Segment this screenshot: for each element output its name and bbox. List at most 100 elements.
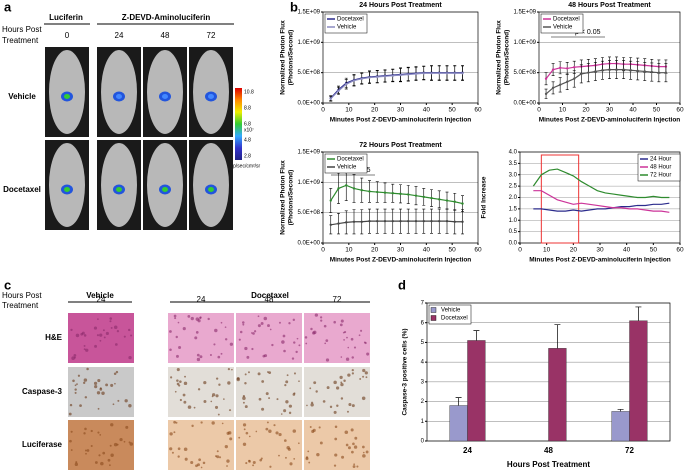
cell (182, 327, 186, 331)
y-tick-label: 1.0E+09 (513, 40, 536, 46)
cell (227, 367, 231, 371)
histology-image (236, 420, 302, 470)
cell (175, 354, 179, 358)
y-tick-label: 2.0 (509, 195, 518, 201)
data-point (414, 219, 418, 223)
legend-label: 48 Hour (650, 165, 671, 171)
y-axis-label: Normalized Photon Flux (280, 20, 287, 95)
cell (84, 427, 87, 431)
cell (125, 425, 129, 429)
cell (212, 393, 216, 397)
y-axis-label: (Photons/Second) (504, 30, 511, 86)
y-tick-label: 0.5 (509, 229, 518, 235)
data-line (330, 184, 463, 205)
cell (72, 379, 75, 383)
data-point (445, 72, 449, 75)
histology-image (304, 420, 370, 470)
y-tick-label: 4 (421, 360, 425, 366)
cell (346, 410, 349, 413)
cell (242, 401, 245, 404)
cell (109, 444, 112, 447)
data-point (345, 82, 348, 86)
cell (130, 334, 133, 337)
histology-image (68, 367, 134, 417)
cell (291, 357, 295, 360)
cell (298, 344, 301, 347)
cell (362, 454, 366, 458)
cell (215, 377, 219, 380)
x-axis-label: Minutes Post Z-DEVD-aminoluciferin Injec… (330, 117, 472, 124)
cell (197, 388, 201, 391)
cell (257, 372, 261, 376)
cell (252, 332, 255, 335)
cell (285, 456, 287, 459)
legend-label: 24 Hour (650, 157, 671, 163)
legend-label: Docetaxel (337, 157, 364, 163)
cell (252, 460, 256, 464)
data-point (383, 75, 387, 78)
annotation: p < 0.05 (575, 29, 601, 36)
error-bar (455, 397, 462, 406)
cell (309, 387, 312, 390)
cell (107, 458, 111, 462)
error-bar (473, 330, 480, 341)
cell (329, 405, 333, 409)
y-tick-label: 1.5 (509, 206, 518, 212)
data-point (368, 219, 371, 223)
cell (341, 455, 345, 459)
cell (90, 444, 93, 448)
hours-value: 24 (197, 295, 206, 304)
legend-label: Docetaxel (441, 316, 468, 322)
cell (70, 449, 73, 451)
cell (319, 316, 323, 319)
cell (345, 443, 349, 447)
cell (173, 420, 176, 424)
data-point (445, 199, 449, 202)
legend-box (324, 13, 368, 34)
data-point (391, 74, 394, 77)
cell (224, 338, 228, 341)
x-axis-label: Minutes Post Z-DEVD-aminoluciferin Injec… (330, 257, 472, 264)
cell (245, 431, 249, 435)
cell (352, 465, 356, 468)
cell (340, 381, 343, 384)
data-point (360, 77, 363, 80)
cell (333, 380, 337, 385)
cell (215, 394, 219, 398)
cell (215, 455, 218, 458)
cell (295, 350, 298, 354)
row-label: Docetaxel (3, 185, 41, 194)
cell (306, 404, 308, 407)
data-point (383, 219, 387, 223)
cell (362, 445, 365, 449)
cell (83, 432, 86, 435)
signal-core (64, 94, 70, 99)
y-tick-label: 1.5E+09 (513, 10, 536, 16)
cell (184, 457, 188, 461)
x-tick-label: 50 (449, 107, 457, 114)
data-point (391, 219, 394, 223)
bar (449, 405, 468, 442)
cell (360, 329, 363, 332)
histology-image (236, 367, 302, 417)
cell (278, 454, 280, 457)
cell (231, 368, 233, 371)
cell (110, 383, 114, 387)
hours-label: Treatment (2, 301, 39, 310)
y-axis-label: Normalized Photon Flux (496, 20, 503, 95)
y-tick-label: 0.0E+00 (513, 101, 536, 107)
cell (207, 317, 210, 321)
data-point (551, 86, 555, 90)
cell (283, 439, 287, 442)
data-point (368, 76, 371, 79)
y-tick-label: 4.0 (509, 150, 518, 156)
data-point (329, 223, 332, 226)
row-label: Vehicle (8, 92, 36, 101)
cell (105, 331, 109, 336)
y-tick-label: 1 (421, 419, 425, 425)
x-tick-label: 10 (559, 107, 567, 114)
cell (127, 328, 131, 332)
cell (278, 321, 281, 324)
cell (179, 380, 182, 383)
histology-image (168, 420, 234, 470)
